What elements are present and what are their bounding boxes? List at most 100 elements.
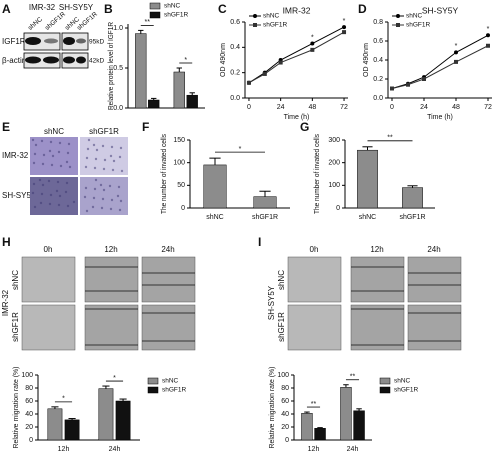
point — [454, 59, 458, 64]
blot-band — [43, 56, 59, 64]
legend-label: shNC — [263, 13, 280, 20]
micrograph-cell — [93, 187, 97, 191]
micrograph-cell — [32, 161, 36, 165]
micrograph-cell — [65, 160, 69, 164]
legend-label: shNC — [164, 3, 181, 10]
micrograph-cell — [110, 145, 114, 149]
legend-label: shGF1R — [162, 387, 187, 394]
micrograph-cell — [42, 153, 46, 157]
micrograph-cell — [83, 195, 87, 199]
y-tick-label: 0.0 — [230, 95, 240, 102]
y-tick-label: 40 — [281, 411, 289, 418]
x-tick-label: shNC — [206, 214, 224, 221]
blot-band — [63, 56, 75, 64]
bar — [357, 149, 378, 209]
x-tick-label: 48 — [452, 104, 460, 111]
y-tick-label: 150 — [173, 137, 185, 144]
micrograph-cell — [111, 168, 115, 172]
bar — [115, 400, 131, 441]
bar — [203, 164, 227, 209]
y-tick-label: 50 — [177, 182, 185, 189]
legend-swatch — [147, 386, 159, 394]
legend-swatch — [379, 377, 391, 385]
wound-image — [407, 256, 462, 303]
bar — [173, 71, 185, 109]
micrograph — [80, 177, 128, 215]
legend-label: shNC — [162, 378, 179, 385]
y-tick-label: 60 — [25, 398, 33, 405]
micrograph-cell — [39, 201, 43, 205]
y-tick-label: 20 — [25, 424, 33, 431]
row-label: shGF1R — [277, 312, 286, 342]
point — [454, 50, 458, 55]
y-tick-label: 200 — [328, 160, 340, 167]
y-tick-label: 100 — [277, 372, 289, 379]
x-axis-label: Time (h) — [284, 114, 310, 121]
x-tick-label: 12h — [58, 446, 70, 453]
micrograph-cell — [48, 149, 52, 153]
y-tick-label: 80 — [25, 385, 33, 392]
significance-label: ** — [387, 135, 393, 142]
micrograph-cell — [66, 151, 70, 155]
x-tick-label: shNC — [359, 214, 377, 221]
point — [342, 25, 347, 30]
y-tick-label: 0 — [285, 437, 289, 444]
micrograph-cell — [95, 148, 99, 152]
micrograph-cell — [59, 164, 63, 168]
point — [262, 71, 267, 76]
blot-band — [44, 38, 58, 44]
column-label: shNC — [44, 127, 64, 136]
y-tick-label: 0 — [336, 205, 340, 212]
micrograph-cell — [91, 205, 95, 209]
panel-label: C — [218, 2, 227, 16]
wound-image — [287, 304, 342, 351]
size-label: 95kD — [89, 39, 104, 46]
wound-image — [407, 304, 462, 351]
panel-label: H — [2, 235, 11, 249]
blot-band — [76, 38, 86, 44]
x-tick-label: 0 — [247, 104, 251, 111]
cell-line-label: SH-SY5Y — [267, 285, 276, 320]
micrograph-cell — [92, 143, 96, 147]
chart-title: SH-SY5Y — [422, 5, 459, 15]
micrograph-cell — [99, 183, 103, 187]
y-tick-label: 0 — [181, 205, 185, 212]
blot-image — [23, 32, 89, 69]
significance-label: * — [487, 26, 490, 33]
bar — [148, 99, 160, 109]
bar — [402, 187, 423, 209]
micrograph-cell — [87, 138, 91, 142]
legend-label: shNC — [394, 378, 411, 385]
row-label: shNC — [11, 270, 20, 290]
x-tick-label: 24 — [277, 104, 285, 111]
micrograph-cell — [116, 194, 120, 198]
y-tick-label: 0 — [29, 437, 33, 444]
micrograph-cell — [67, 142, 71, 146]
micrograph-cell — [93, 166, 97, 170]
micrograph-cell — [50, 163, 54, 167]
micrograph-cell — [84, 165, 88, 169]
micrograph-cell — [49, 140, 53, 144]
x-axis-label: Time (h) — [427, 114, 453, 121]
x-tick-label: shGF1R — [399, 214, 425, 221]
y-tick-label: 0.0 — [113, 105, 123, 112]
y-tick-label: 0.0 — [373, 95, 383, 102]
cell-line-label: SH-SY5Y — [59, 3, 94, 12]
micrograph-cell — [32, 182, 36, 186]
micrograph-cell — [57, 150, 61, 154]
y-tick-label: 60 — [281, 398, 289, 405]
micrograph-cell — [94, 178, 98, 182]
bar — [135, 33, 147, 109]
y-axis-label: OD 490nm — [220, 43, 227, 77]
micrograph-cell — [38, 178, 42, 182]
significance-label: * — [113, 375, 116, 382]
legend-marker — [396, 14, 400, 18]
micrograph-cell — [48, 202, 52, 206]
y-tick-label: 100 — [173, 160, 185, 167]
blot-band — [76, 56, 86, 64]
y-tick-label: 0.5 — [113, 65, 123, 72]
row-label: IMR-32 — [2, 151, 29, 160]
micrograph-cell — [92, 196, 96, 200]
y-axis-label: Relative protein level of IGF1R — [108, 22, 115, 110]
wound-image — [141, 304, 196, 351]
